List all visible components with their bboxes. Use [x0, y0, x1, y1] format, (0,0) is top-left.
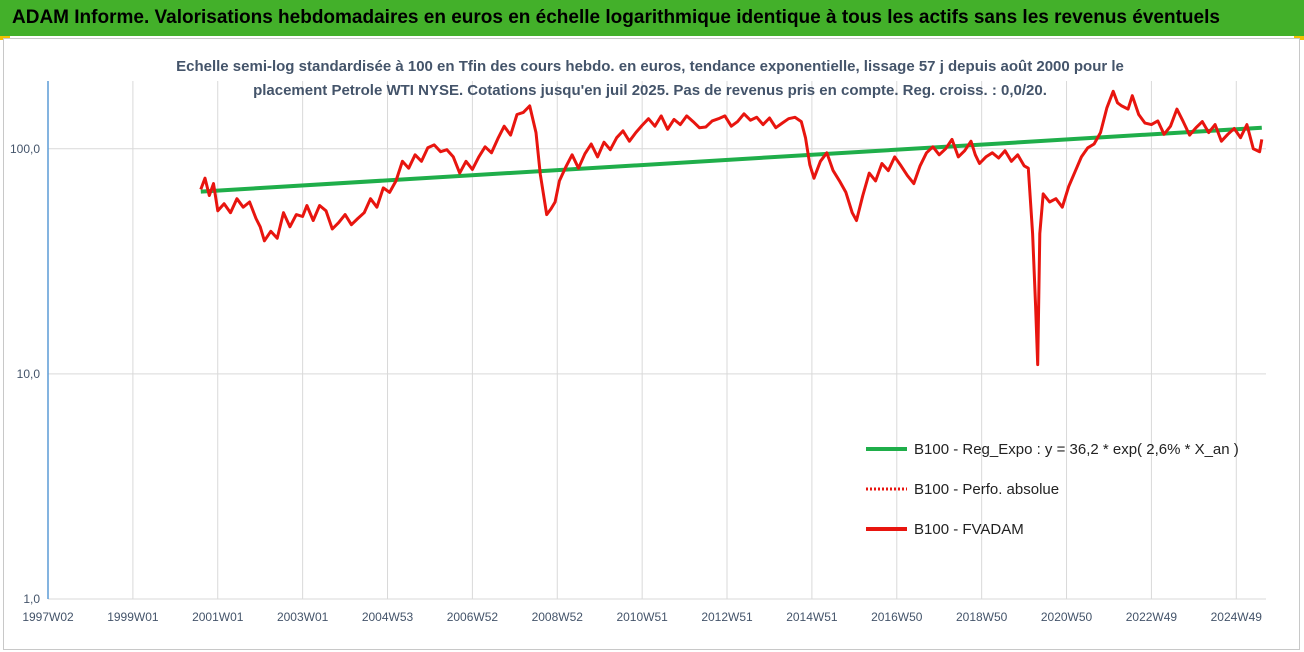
- x-tick-label: 2016W50: [871, 610, 923, 624]
- chart-title-line-2: placement Petrole WTI NYSE. Cotations ju…: [253, 82, 1047, 99]
- x-tick-label: 2018W50: [956, 610, 1008, 624]
- y-tick-label: 1,0: [23, 592, 40, 606]
- x-tick-label: 2012W51: [701, 610, 753, 624]
- x-tick-label: 1999W01: [107, 610, 159, 624]
- x-tick-label: 2020W50: [1041, 610, 1093, 624]
- chart-panel: Echelle semi-log standardisée à 100 en T…: [3, 38, 1300, 650]
- legend: B100 - Reg_Expo : y = 36,2 * exp( 2,6% *…: [866, 441, 1239, 538]
- y-axis: 1,0 10,0 100,0: [10, 142, 40, 606]
- x-tick-label: 2008W52: [532, 610, 584, 624]
- x-tick-label: 2006W52: [447, 610, 499, 624]
- y-tick-label: 10,0: [17, 367, 41, 381]
- y-tick-label: 100,0: [10, 142, 40, 156]
- plot-area: [199, 89, 1264, 367]
- x-tick-label: 2014W51: [786, 610, 838, 624]
- legend-label-perfo: B100 - Perfo. absolue: [914, 481, 1059, 498]
- chart: Echelle semi-log standardisée à 100 en T…: [10, 58, 1266, 624]
- x-tick-label: 2003W01: [277, 610, 329, 624]
- report-title: ADAM Informe. Valorisations hebdomadaire…: [12, 7, 1220, 28]
- x-tick-label: 2004W53: [362, 610, 414, 624]
- series-line-trend: [200, 125, 1262, 194]
- legend-label-trend: B100 - Reg_Expo : y = 36,2 * exp( 2,6% *…: [914, 441, 1239, 458]
- x-tick-label: 2024W49: [1211, 610, 1263, 624]
- series-line-fvadam: [199, 89, 1264, 367]
- x-tick-label: 2022W49: [1126, 610, 1178, 624]
- x-tick-label: 1997W02: [22, 610, 74, 624]
- x-tick-label: 2010W51: [616, 610, 668, 624]
- chart-title-line-1: Echelle semi-log standardisée à 100 en T…: [176, 58, 1124, 75]
- x-axis: 1997W02 1999W01 2001W01 2003W01 2004W53 2006W…: [22, 610, 1262, 624]
- report-header: ADAM Informe. Valorisations hebdomadaire…: [0, 0, 1304, 36]
- grid: [47, 81, 1266, 600]
- x-tick-label: 2001W01: [192, 610, 244, 624]
- legend-label-fvadam: B100 - FVADAM: [914, 521, 1024, 538]
